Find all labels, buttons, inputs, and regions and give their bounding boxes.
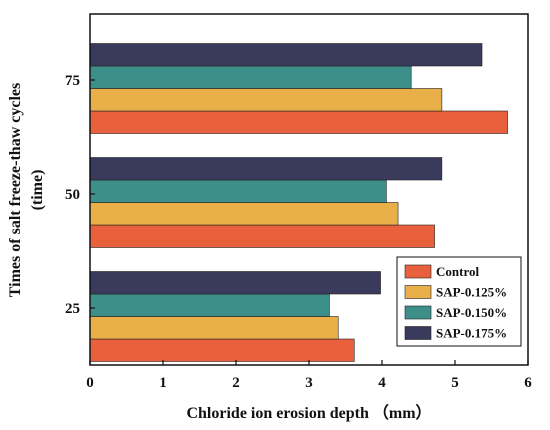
bar-control-25 [89, 338, 355, 362]
bar-sap-0-150--25 [89, 293, 330, 317]
legend-label: SAP-0.175% [436, 326, 507, 341]
y-tick-label: 25 [65, 301, 80, 317]
bar-sap-0-175--75 [89, 43, 483, 67]
legend-swatch [404, 285, 432, 299]
bar-sap-0-175--50 [89, 157, 443, 181]
x-tick-label: 5 [451, 375, 459, 391]
legend: Control SAP-0.125% SAP-0.150% SAP-0.175% [396, 256, 522, 347]
x-tick-label: 4 [378, 375, 386, 391]
bar-sap-0-150--75 [89, 65, 412, 89]
bar-sap-0-125--25 [89, 316, 339, 340]
bar-sap-0-125--75 [89, 88, 443, 112]
x-tick-label: 2 [232, 375, 240, 391]
x-tick-label: 1 [159, 375, 167, 391]
y-tick-label: 50 [65, 187, 80, 203]
x-axis-title: Chloride ion erosion depth （mm） [186, 404, 431, 422]
x-axis: 0 1 2 3 4 5 6 [86, 360, 532, 391]
y-tick-label: 75 [65, 73, 80, 89]
bar-sap-0-175--25 [89, 271, 381, 295]
bar-control-75 [89, 110, 508, 134]
legend-swatch [404, 264, 432, 279]
y-axis-title-line2: (time) [29, 170, 46, 211]
y-axis-title-line1: Times of salt freeze-thaw cycles [7, 83, 24, 297]
bar-sap-0-150--50 [89, 179, 387, 203]
bar-control-50 [89, 224, 435, 248]
legend-swatch [404, 305, 432, 320]
legend-label: SAP-0.150% [436, 305, 507, 320]
legend-swatch [404, 326, 432, 340]
legend-label: Control [436, 264, 479, 279]
x-tick-label: 6 [524, 375, 532, 391]
bar-sap-0-125--50 [89, 202, 399, 226]
x-tick-label: 0 [86, 375, 94, 391]
legend-label: SAP-0.125% [436, 285, 507, 300]
y-axis: 25 50 75 [65, 73, 95, 317]
x-tick-label: 3 [305, 375, 313, 391]
